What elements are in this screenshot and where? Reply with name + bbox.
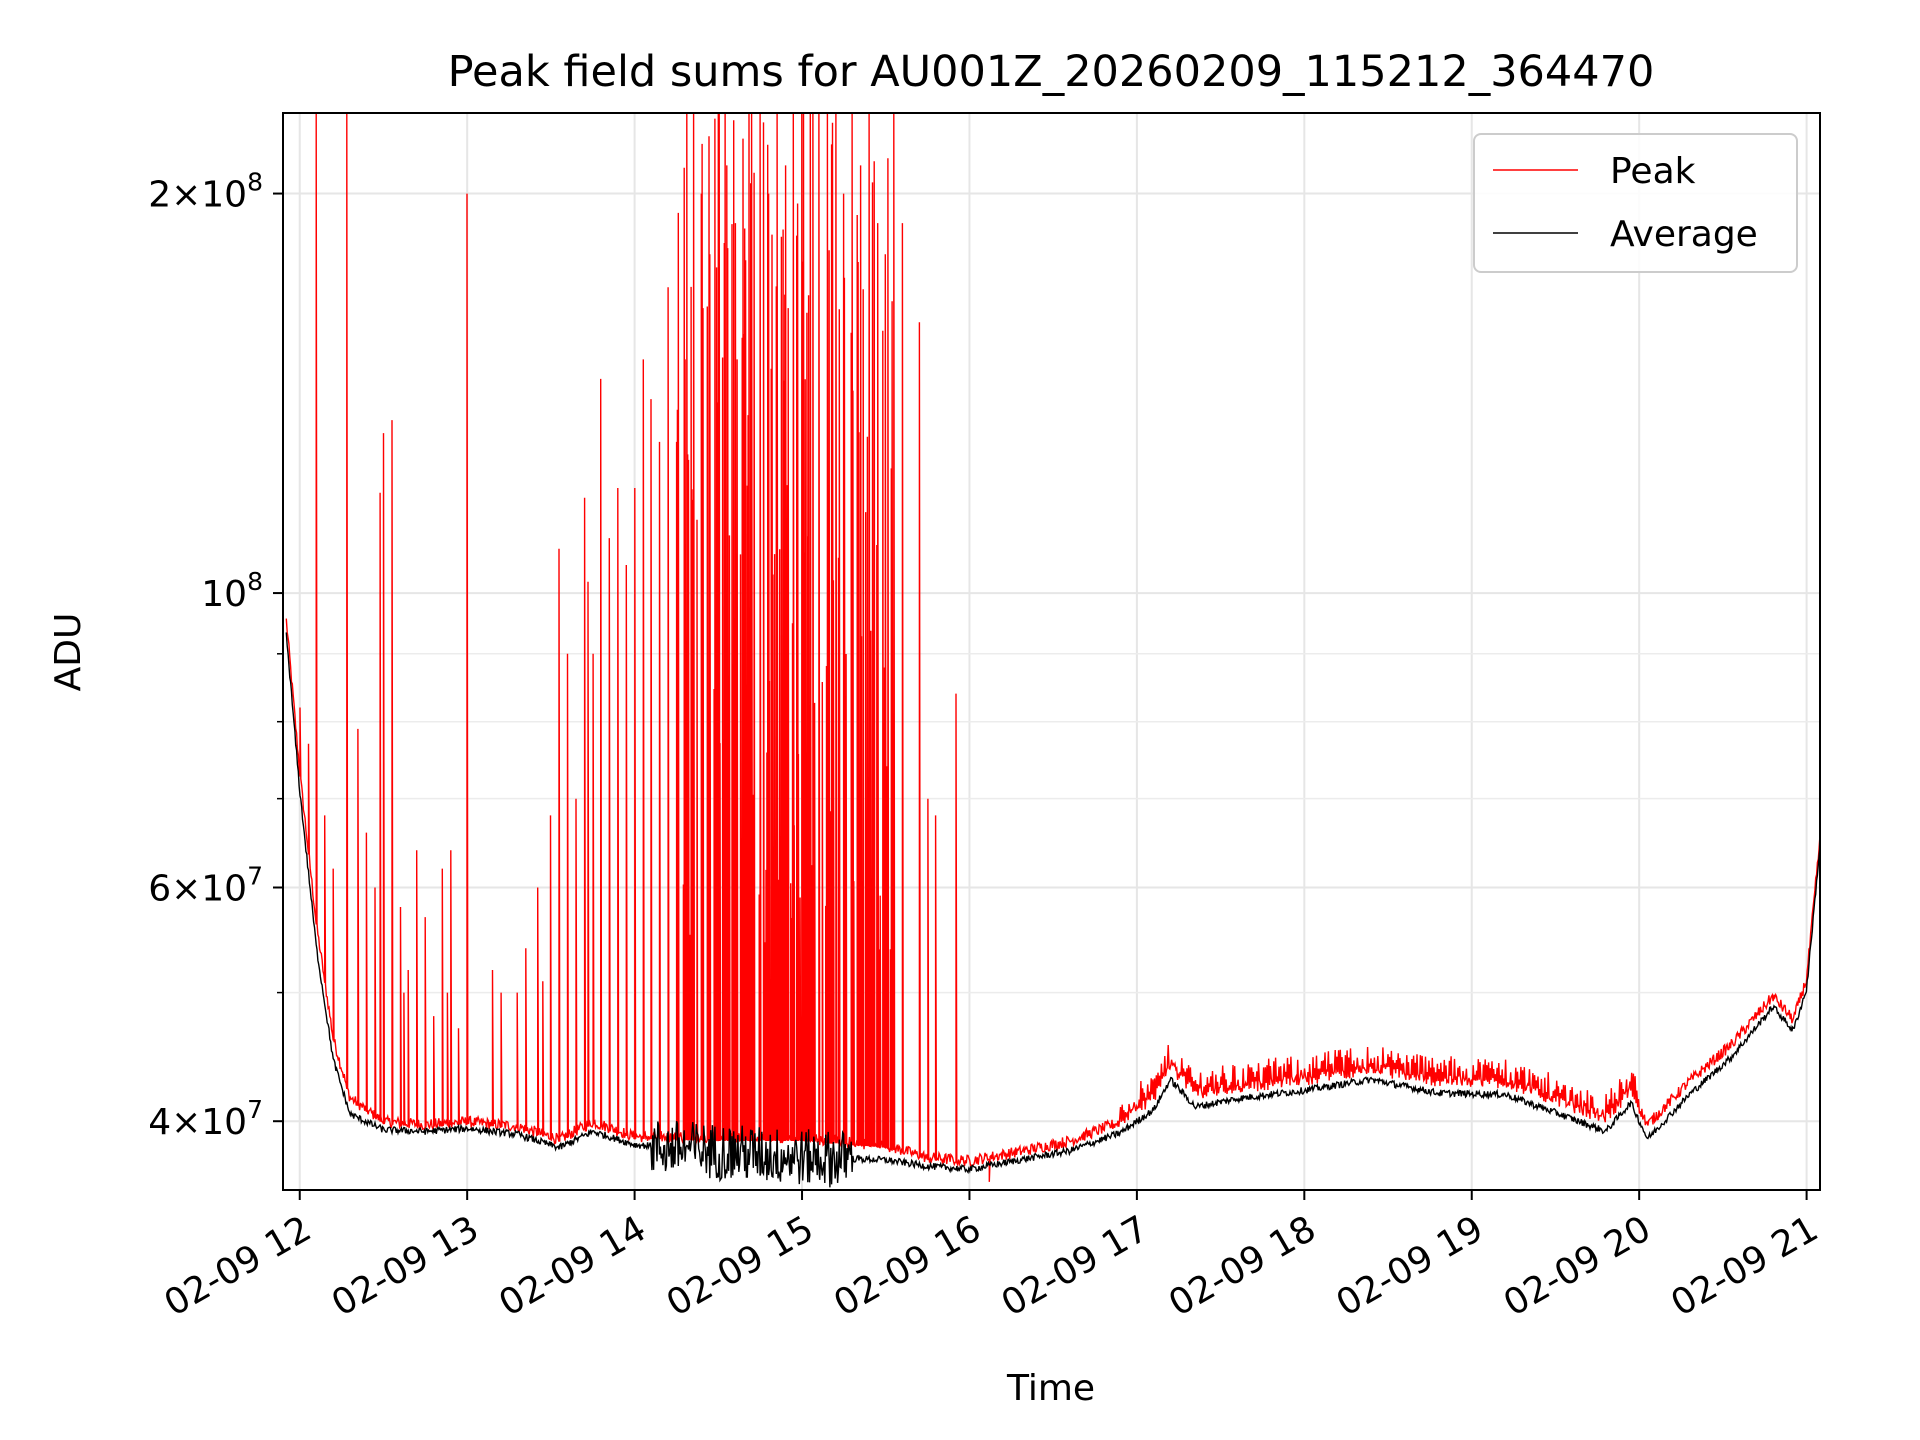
legend: Peak Average (1473, 133, 1798, 273)
y-tick-label-exponent: 8 (247, 567, 263, 596)
series-lines (285, 113, 1820, 1188)
y-tick-label-3: 2×108 (148, 168, 263, 216)
y-tick-label-0: 4×107 (148, 1095, 263, 1143)
grid-lines (283, 113, 1820, 1190)
series-peak-line (285, 113, 1820, 1182)
y-axis-label: ADU (48, 613, 89, 692)
y-tick-label-base: 10 (201, 574, 247, 615)
y-tick-label-base: 2×10 (148, 175, 247, 216)
y-tick-label-exponent: 7 (247, 1095, 263, 1124)
legend-average-label: Average (1610, 214, 1758, 255)
y-tick-label-exponent: 8 (247, 168, 263, 197)
plot-area-frame (282, 112, 1821, 1191)
legend-box (1473, 133, 1798, 273)
y-tick-label-base: 6×10 (148, 869, 247, 910)
x-axis-label: Time (1006, 1368, 1095, 1409)
series-average-line (285, 632, 1820, 1188)
y-tick-label-exponent: 7 (247, 862, 263, 891)
y-tick-label-base: 4×10 (148, 1102, 247, 1143)
chart-title: Peak field sums for AU001Z_20260209_1152… (448, 47, 1655, 97)
legend-peak-label: Peak (1610, 151, 1696, 192)
y-tick-label-1: 6×107 (148, 862, 263, 910)
y-tick-label-2: 108 (201, 567, 263, 615)
